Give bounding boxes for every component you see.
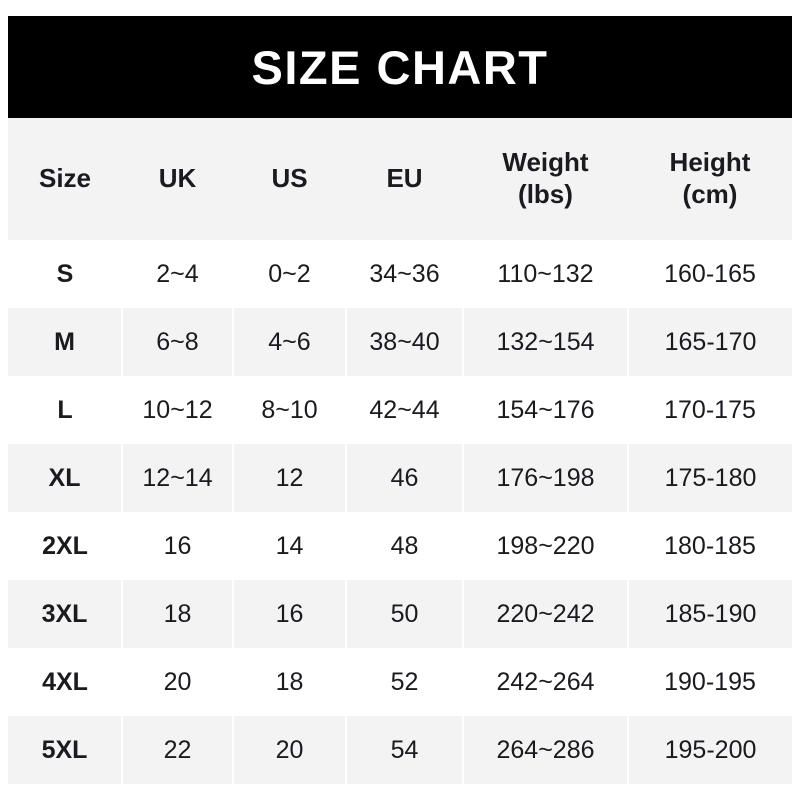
- cell-eu: 48: [390, 531, 419, 560]
- table-header-row: Size UK US EU Weight (lbs) Height (cm): [8, 118, 792, 240]
- cell-us: 12: [233, 444, 347, 512]
- cell-size: 4XL: [42, 667, 88, 696]
- cell-height: 195-200: [664, 735, 757, 764]
- cell-height: 160-165: [664, 259, 756, 288]
- column-header-uk-line1: UK: [158, 163, 197, 194]
- size-chart-table: Size UK US EU Weight (lbs) Height (cm): [8, 118, 792, 784]
- cell-uk: 22: [122, 716, 234, 784]
- cell-eu: 34~36: [369, 259, 440, 288]
- cell-eu: 38~40: [346, 308, 464, 376]
- column-header-weight: Weight (lbs): [463, 118, 628, 240]
- column-header-size: Size: [8, 118, 122, 240]
- column-header-us-line1: US: [271, 163, 308, 194]
- cell-eu: 50: [346, 580, 464, 648]
- cell-weight: 264~286: [463, 716, 629, 784]
- cell-us: 14: [275, 531, 304, 560]
- page-title: SIZE CHART: [251, 40, 549, 94]
- cell-size: 2XL: [42, 531, 88, 560]
- cell-us: 18: [275, 667, 304, 696]
- table-header: Size UK US EU Weight (lbs) Height (cm): [8, 118, 792, 240]
- table-row: 4XL 20 18 52 242~264 190-195: [8, 648, 792, 716]
- cell-size: XL: [8, 444, 123, 512]
- table-row: 3XL 18 16 50 220~242 185-190: [8, 580, 792, 648]
- cell-uk: 16: [163, 531, 192, 560]
- cell-weight: 132~154: [463, 308, 629, 376]
- cell-weight: 176~198: [463, 444, 629, 512]
- column-header-size-line1: Size: [38, 163, 92, 194]
- cell-size: 5XL: [8, 716, 123, 784]
- cell-uk: 18: [122, 580, 234, 648]
- title-bar: SIZE CHART: [8, 16, 792, 118]
- column-header-eu-line1: EU: [386, 163, 423, 194]
- cell-eu: 54: [346, 716, 464, 784]
- column-header-height-line2: (cm): [682, 179, 738, 209]
- cell-eu: 42~44: [369, 395, 440, 424]
- cell-uk: 12~14: [122, 444, 234, 512]
- cell-height: 190-195: [664, 667, 756, 696]
- cell-eu: 46: [346, 444, 464, 512]
- cell-height: 165-170: [664, 327, 757, 356]
- table-row: M 6~8 4~6 38~40 132~154 165-170: [8, 308, 792, 376]
- cell-eu: 52: [390, 667, 419, 696]
- column-header-eu: EU: [346, 118, 463, 240]
- table-row: 2XL 16 14 48 198~220 180-185: [8, 512, 792, 580]
- cell-uk: 20: [163, 667, 192, 696]
- cell-weight: 154~176: [496, 395, 595, 424]
- column-header-weight-line1: Weight: [502, 147, 589, 178]
- column-header-uk: UK: [122, 118, 233, 240]
- table-row: L 10~12 8~10 42~44 154~176 170-175: [8, 376, 792, 444]
- cell-us: 20: [233, 716, 347, 784]
- cell-uk: 10~12: [142, 395, 213, 424]
- cell-height: 180-185: [664, 531, 756, 560]
- cell-weight: 220~242: [463, 580, 629, 648]
- cell-size: 3XL: [8, 580, 123, 648]
- cell-size: M: [8, 308, 123, 376]
- cell-us: 0~2: [268, 259, 311, 288]
- table-body: S 2~4 0~2 34~36 110~132 160-165 M 6~8 4~…: [8, 240, 792, 784]
- column-header-us: US: [233, 118, 346, 240]
- cell-weight: 198~220: [496, 531, 595, 560]
- cell-weight: 242~264: [496, 667, 595, 696]
- table-row: XL 12~14 12 46 176~198 175-180: [8, 444, 792, 512]
- cell-us: 4~6: [233, 308, 347, 376]
- cell-height: 185-190: [664, 599, 757, 628]
- cell-size: S: [56, 259, 74, 288]
- column-header-height: Height (cm): [628, 118, 792, 240]
- table-row: S 2~4 0~2 34~36 110~132 160-165: [8, 240, 792, 308]
- column-header-weight-line2: (lbs): [518, 179, 573, 209]
- cell-height: 175-180: [664, 463, 757, 492]
- cell-uk: 6~8: [122, 308, 234, 376]
- cell-height: 170-175: [664, 395, 756, 424]
- cell-weight: 110~132: [497, 259, 594, 288]
- column-header-height-line1: Height: [669, 147, 751, 178]
- cell-us: 8~10: [261, 395, 318, 424]
- cell-uk: 2~4: [156, 259, 199, 288]
- cell-us: 16: [233, 580, 347, 648]
- table-row: 5XL 22 20 54 264~286 195-200: [8, 716, 792, 784]
- cell-size: L: [57, 395, 73, 424]
